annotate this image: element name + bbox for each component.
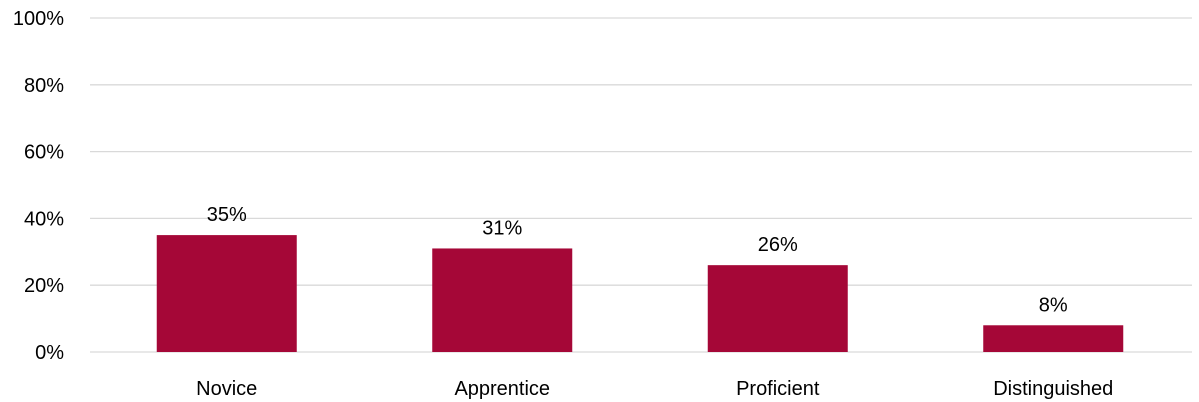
x-tick-label: Novice [196, 378, 257, 400]
data-label: 26% [758, 234, 798, 256]
data-label: 35% [207, 204, 247, 226]
data-labels: 35% 31% 26% 8% [207, 204, 1068, 316]
x-tick-label: Proficient [736, 378, 820, 400]
bar-distinguished [983, 325, 1124, 352]
bar-novice [156, 235, 297, 352]
y-tick-label: 20% [24, 275, 64, 297]
y-tick-label: 60% [24, 142, 64, 164]
y-tick-label: 100% [13, 8, 64, 30]
y-tick-label: 0% [35, 342, 64, 364]
bar-apprentice [432, 248, 573, 352]
bar-proficient [707, 265, 848, 352]
y-axis-tick-labels: 0% 20% 40% 60% 80% 100% [13, 8, 64, 364]
y-tick-label: 40% [24, 208, 64, 230]
data-label: 31% [482, 217, 522, 239]
y-tick-label: 80% [24, 75, 64, 97]
x-tick-label: Distinguished [993, 378, 1113, 400]
x-tick-label: Apprentice [454, 378, 550, 400]
x-axis-tick-labels: Novice Apprentice Proficient Distinguished [196, 378, 1113, 400]
data-label: 8% [1039, 294, 1068, 316]
bars [156, 235, 1124, 352]
